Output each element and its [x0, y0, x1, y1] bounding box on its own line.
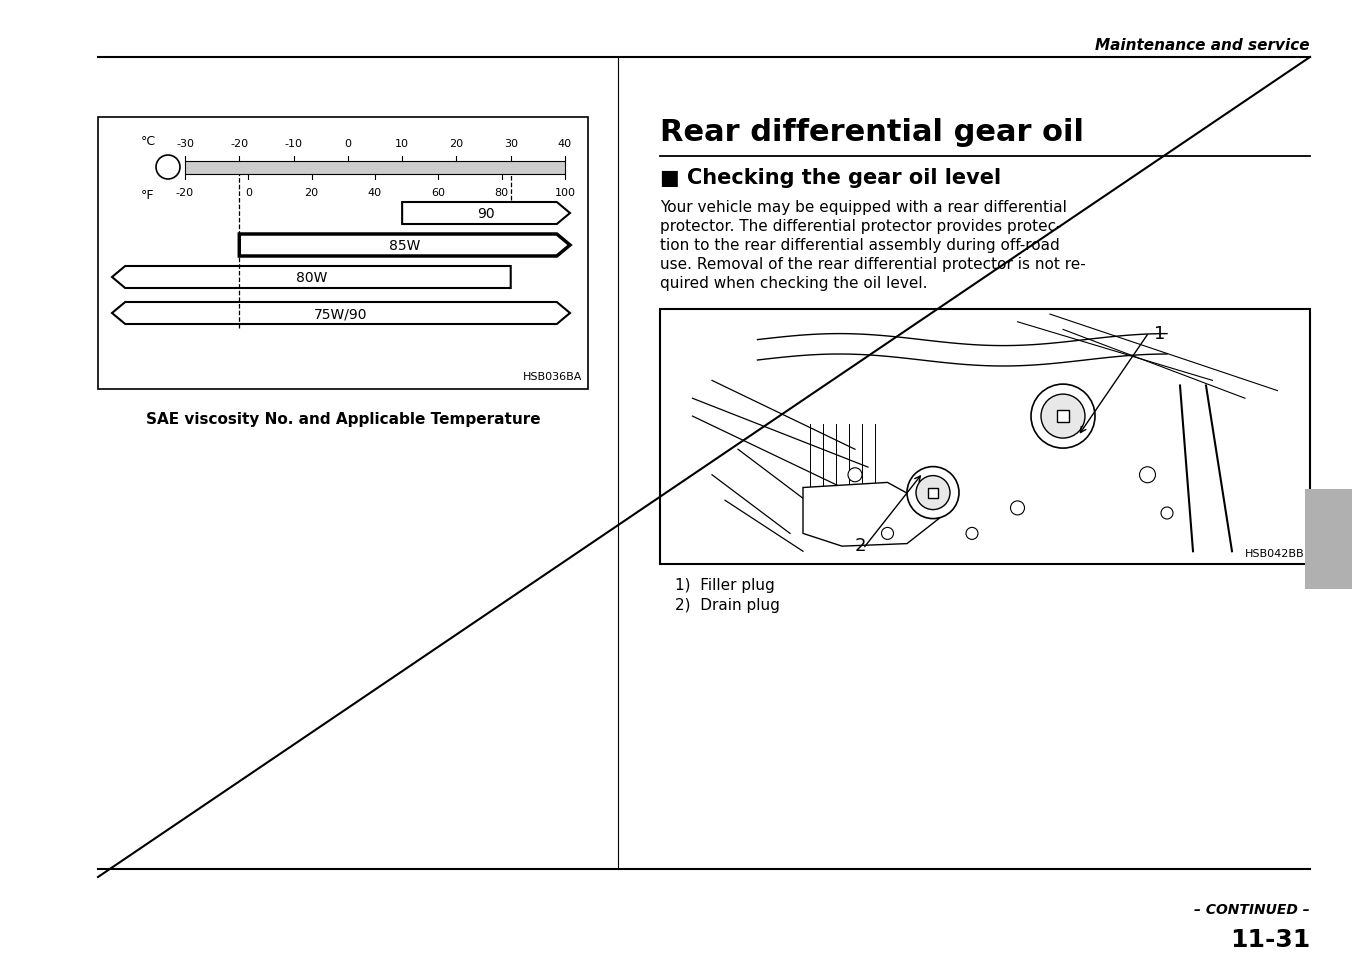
Text: -20: -20	[230, 138, 249, 149]
Text: 85W: 85W	[389, 239, 420, 253]
Circle shape	[1140, 467, 1156, 483]
Text: 0: 0	[345, 138, 352, 149]
Text: Your vehicle may be equipped with a rear differential: Your vehicle may be equipped with a rear…	[660, 200, 1067, 214]
Bar	[1305, 490, 1352, 589]
Text: HSB042BB: HSB042BB	[1244, 548, 1303, 558]
Text: use. Removal of the rear differential protector is not re-: use. Removal of the rear differential pr…	[660, 256, 1086, 272]
Bar	[927, 488, 938, 498]
Text: Rear differential gear oil: Rear differential gear oil	[660, 118, 1084, 147]
Text: 60: 60	[431, 188, 445, 197]
Text: °F: °F	[141, 189, 154, 201]
Bar	[185, 161, 565, 174]
Text: – CONTINUED –: – CONTINUED –	[1194, 902, 1310, 916]
Polygon shape	[402, 203, 571, 225]
Circle shape	[155, 156, 180, 180]
Text: ■ Checking the gear oil level: ■ Checking the gear oil level	[660, 168, 1000, 188]
Circle shape	[1032, 385, 1095, 449]
Polygon shape	[112, 303, 571, 325]
Text: 1)  Filler plug: 1) Filler plug	[675, 578, 775, 593]
Text: tion to the rear differential assembly during off-road: tion to the rear differential assembly d…	[660, 237, 1060, 253]
Polygon shape	[112, 267, 511, 289]
Text: 80: 80	[495, 188, 508, 197]
Bar	[660, 310, 1310, 564]
Text: 75W/90: 75W/90	[314, 307, 368, 320]
Bar	[1057, 411, 1069, 423]
Text: 80W: 80W	[296, 271, 327, 285]
Text: 40: 40	[558, 138, 572, 149]
Circle shape	[848, 468, 863, 482]
Text: HSB036BA: HSB036BA	[523, 372, 581, 381]
Text: 90: 90	[477, 207, 495, 221]
Text: 2)  Drain plug: 2) Drain plug	[675, 598, 780, 613]
Circle shape	[907, 467, 959, 519]
Text: 20: 20	[449, 138, 464, 149]
Circle shape	[1041, 395, 1086, 438]
Bar	[97, 118, 588, 390]
Text: 11-31: 11-31	[1230, 927, 1310, 951]
Text: 40: 40	[368, 188, 383, 197]
Circle shape	[1010, 501, 1025, 516]
Text: 0: 0	[245, 188, 251, 197]
Text: 10: 10	[395, 138, 410, 149]
Circle shape	[882, 528, 894, 539]
Circle shape	[965, 528, 977, 539]
Text: -20: -20	[176, 188, 195, 197]
Text: quired when checking the oil level.: quired when checking the oil level.	[660, 275, 927, 291]
Text: -10: -10	[284, 138, 303, 149]
Text: 100: 100	[554, 188, 576, 197]
Polygon shape	[239, 234, 571, 256]
Text: SAE viscosity No. and Applicable Temperature: SAE viscosity No. and Applicable Tempera…	[146, 412, 541, 427]
Text: 2: 2	[854, 537, 867, 555]
Circle shape	[1161, 507, 1174, 519]
Text: Maintenance and service: Maintenance and service	[1095, 37, 1310, 52]
Polygon shape	[803, 483, 940, 547]
Circle shape	[917, 476, 950, 510]
Text: protector. The differential protector provides protec-: protector. The differential protector pr…	[660, 219, 1061, 233]
Text: °C: °C	[141, 134, 155, 148]
Text: 30: 30	[504, 138, 518, 149]
Text: -30: -30	[176, 138, 193, 149]
Text: 1: 1	[1155, 325, 1165, 343]
Text: 20: 20	[304, 188, 319, 197]
